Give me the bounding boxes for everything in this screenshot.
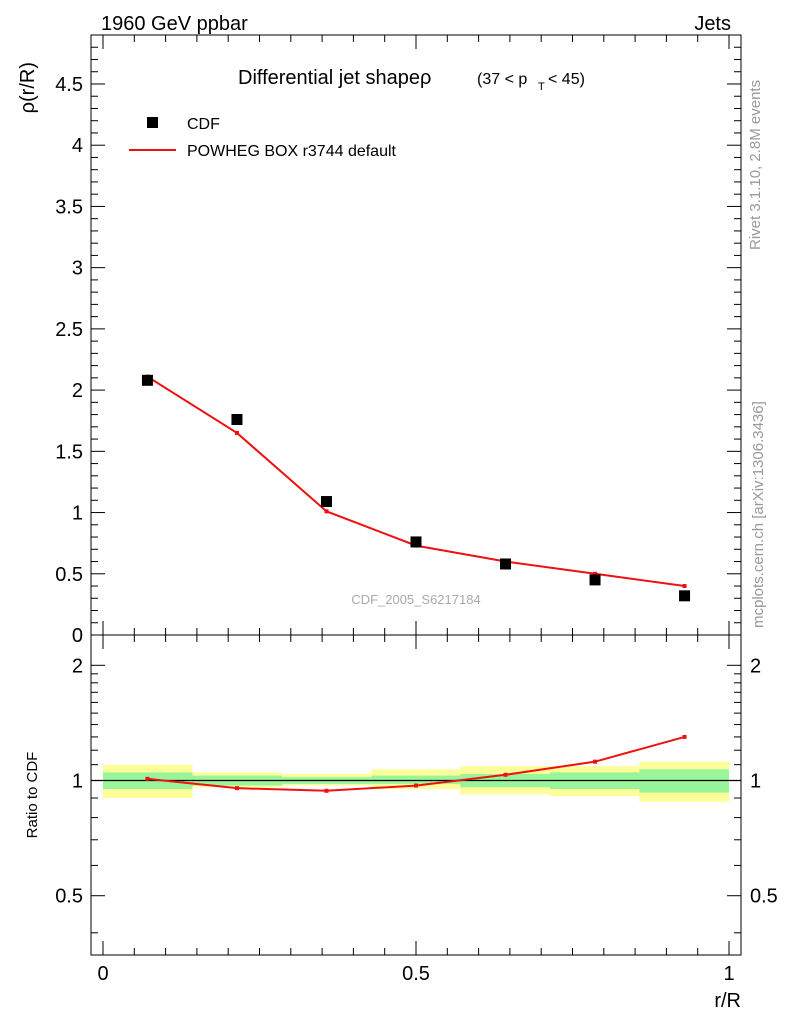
ratio-y-tick-label: 2: [72, 655, 83, 677]
ratio-y-axis-label: Ratio to CDF: [24, 752, 41, 839]
legend-cdf-label: CDF: [187, 116, 220, 133]
ratio-uncertainty-bands: [103, 761, 729, 802]
analysis-watermark: CDF_2005_S6217184: [351, 592, 480, 607]
ratio-y-tick-label-right: 1: [750, 771, 761, 793]
cdf-point: [231, 413, 243, 425]
header-right: Jets: [694, 13, 731, 35]
ratio-mc-point: [414, 783, 418, 788]
legend: CDF POWHEG BOX r3744 default: [129, 116, 397, 160]
cdf-point: [589, 574, 601, 586]
main-y-tick-label: 1: [72, 503, 83, 525]
ratio-mc-point: [145, 776, 150, 781]
x-axis-label: r/R: [714, 990, 741, 1012]
main-y-tick-label: 4: [72, 135, 83, 157]
ratio-mc-point: [324, 788, 329, 793]
main-y-ticks: 0 0.5 1 1.5 2 2.5 3 3.5 4 4.5: [55, 34, 741, 647]
title-tail: < 45): [548, 71, 585, 88]
ratio-x-ticks: 0 0.5 1: [97, 635, 735, 985]
ratio-y-tick-label-right: 0.5: [750, 886, 778, 908]
main-y-tick-label: 0: [72, 625, 83, 647]
x-tick-label: 0.5: [402, 963, 430, 985]
ratio-mc-point: [503, 772, 508, 777]
main-y-tick-label: 0.5: [55, 564, 83, 586]
main-data: [141, 374, 691, 602]
main-y-tick-label: 2.5: [55, 319, 83, 341]
mc-point: [234, 430, 239, 435]
x-tick-label: 0: [97, 963, 108, 985]
rivet-label: Rivet 3.1.10, 2.8M events: [747, 80, 764, 250]
ratio-y-tick-label: 0.5: [55, 886, 83, 908]
main-y-axis-label: ρ(r/R): [17, 62, 39, 113]
cdf-point: [141, 374, 153, 386]
cdf-point: [410, 536, 422, 548]
header-left: 1960 GeV ppbar: [101, 13, 248, 35]
legend-mc-label: POWHEG BOX r3744 default: [187, 143, 397, 160]
main-y-tick-label: 1.5: [55, 441, 83, 463]
cdf-point: [500, 558, 512, 570]
mcplots-label: mcplots.cern.ch [arXiv:1306.3436]: [750, 401, 767, 628]
ratio-mc-point: [234, 786, 239, 791]
ratio-y-tick-label-right: 2: [750, 655, 761, 677]
legend-cdf-marker: [147, 117, 158, 128]
mc-point: [324, 509, 329, 514]
main-y-tick-label: 4.5: [55, 74, 83, 96]
main-y-tick-label: 2: [72, 380, 83, 402]
ratio-y-tick-label: 1: [72, 771, 83, 793]
mc-point: [682, 584, 687, 589]
title-main: Differential jet shapeρ: [238, 67, 431, 89]
ratio-data: [91, 734, 741, 793]
ratio-mc-point: [682, 734, 687, 739]
main-y-tick-label: 3.5: [55, 196, 83, 218]
cdf-point: [679, 590, 691, 602]
cdf-point: [320, 496, 332, 508]
main-plot: 0 0.5 1 1.5 2 2.5 3 3.5 4 4.5 ρ(r/R) Differential…: [17, 34, 742, 647]
mc-point: [593, 571, 598, 576]
title-suffix: (37 < p: [477, 71, 527, 88]
ratio-plot: 0.5 0.51 12 2 0 0.5 1 Ratio to CDF r/R: [24, 634, 778, 1012]
ratio-mc-point: [593, 759, 598, 764]
ratio-band-inner: [371, 775, 461, 784]
title-subscript: T: [538, 81, 545, 93]
plot-title: Differential jet shapeρ (37 < p T < 45): [238, 67, 585, 93]
mc-line: [146, 375, 685, 588]
x-tick-label: 1: [723, 963, 734, 985]
main-y-tick-label: 3: [72, 258, 83, 280]
main-x-ticks: [102, 35, 730, 635]
